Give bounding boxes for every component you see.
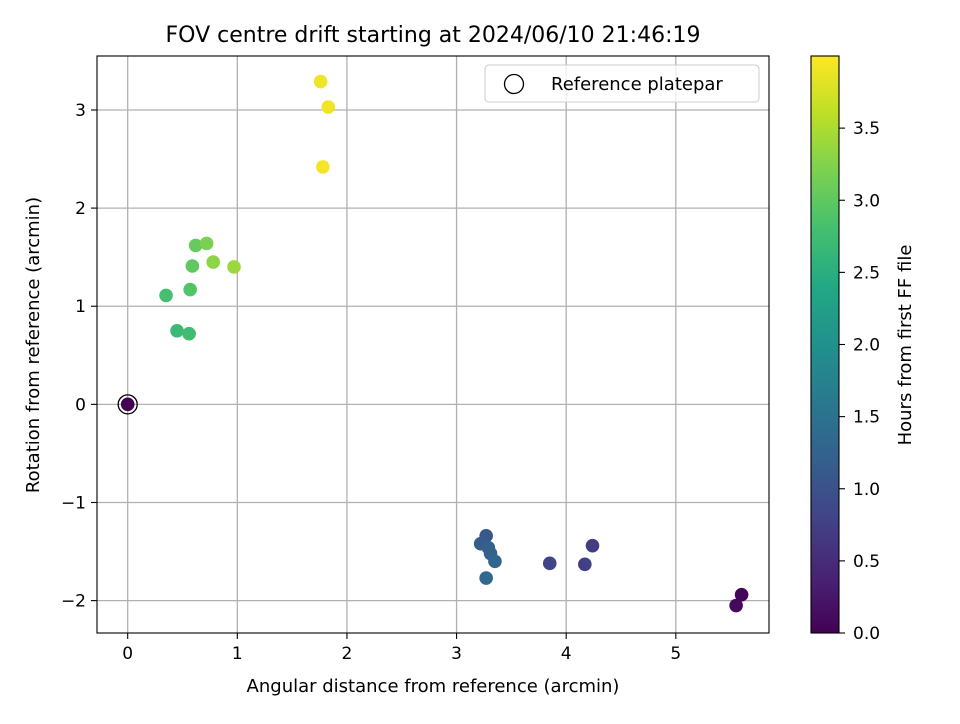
data-point xyxy=(585,538,600,553)
legend-box xyxy=(484,64,760,103)
x-tick-label: 0 xyxy=(122,644,133,664)
legend: Reference platepar xyxy=(484,64,760,103)
data-point xyxy=(182,326,196,341)
reference-marker xyxy=(117,394,138,415)
data-point xyxy=(313,74,328,89)
x-axis-ticks: 0 1 2 3 4 5 xyxy=(122,633,681,664)
data-point xyxy=(227,260,241,274)
colorbar-tick-label: 0.5 xyxy=(853,552,880,572)
y-tick-label: 3 xyxy=(75,101,86,121)
plot-area xyxy=(96,55,770,634)
data-point xyxy=(120,397,135,412)
chart-title: FOV centre drift starting at 2024/06/10 … xyxy=(166,23,701,48)
data-points xyxy=(120,74,749,613)
colorbar-tick-label: 3.5 xyxy=(853,119,880,139)
colorbar-tick-label: 0.0 xyxy=(853,624,880,644)
y-tick-label: 0 xyxy=(75,395,86,415)
x-tick-label: 2 xyxy=(342,644,353,664)
colorbar-tick-label: 1.0 xyxy=(853,480,880,500)
data-point xyxy=(729,598,743,613)
grid-lines xyxy=(97,56,769,633)
data-point xyxy=(479,571,493,585)
colorbar-label: Hours from first FF file xyxy=(895,245,916,446)
x-tick-label: 5 xyxy=(670,644,681,664)
x-axis-label: Angular distance from reference (arcmin) xyxy=(247,676,620,697)
colorbar-tick-label: 1.5 xyxy=(853,408,880,428)
data-point xyxy=(206,255,221,269)
y-axis-ticks: −2 −1 0 1 2 3 xyxy=(61,101,97,612)
data-point xyxy=(199,236,214,251)
data-point xyxy=(170,323,184,338)
y-axis-label: Rotation from reference (arcmin) xyxy=(23,197,44,493)
colorbar-gradient xyxy=(810,55,840,634)
reference-platepar-marker xyxy=(117,394,138,415)
y-tick-label: 2 xyxy=(75,199,86,219)
data-point xyxy=(734,587,749,602)
y-tick-label: −2 xyxy=(61,592,86,612)
x-tick-label: 1 xyxy=(232,644,243,664)
x-tick-label: 3 xyxy=(451,644,462,664)
data-point xyxy=(188,238,203,253)
colorbar-tick-label: 2.0 xyxy=(853,336,880,356)
colorbar-ticks: 0.0 0.5 1.0 1.5 2.0 2.5 3.0 3.5 xyxy=(839,119,880,644)
data-point xyxy=(578,557,592,572)
data-point xyxy=(185,259,200,273)
data-point xyxy=(321,100,336,114)
colorbar-tick-label: 3.0 xyxy=(853,191,880,211)
colorbar: 0.0 0.5 1.0 1.5 2.0 2.5 3.0 3.5 Hours from firs… xyxy=(810,55,916,644)
legend-label-reference: Reference platepar xyxy=(551,74,723,95)
data-point xyxy=(488,554,502,569)
y-tick-label: 1 xyxy=(75,297,86,317)
data-point xyxy=(542,556,557,571)
colorbar-tick-label: 2.5 xyxy=(853,263,880,283)
x-tick-label: 4 xyxy=(561,644,572,664)
data-point xyxy=(159,288,173,303)
data-point xyxy=(316,160,330,174)
y-tick-label: −1 xyxy=(61,493,86,513)
data-point xyxy=(183,282,197,297)
legend-reference-marker xyxy=(503,73,525,95)
